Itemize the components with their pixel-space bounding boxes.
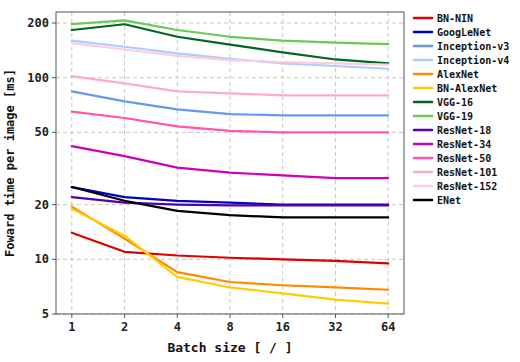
x-grid-line xyxy=(282,12,283,314)
legend-label: ResNet-50 xyxy=(437,153,491,164)
legend-swatch xyxy=(414,171,432,174)
legend-label: VGG-19 xyxy=(437,111,473,122)
series-line xyxy=(72,76,388,95)
y-tick-label: 100 xyxy=(27,71,49,85)
legend-label: Inception-v3 xyxy=(437,41,509,52)
y-tick-label: 10 xyxy=(35,252,49,266)
x-tick xyxy=(388,314,389,318)
y-tick-label: 200 xyxy=(27,16,49,30)
series-line xyxy=(72,209,388,304)
legend-label: VGG-16 xyxy=(437,97,473,108)
legend-label: ENet xyxy=(437,195,461,206)
x-grid-line xyxy=(335,12,336,314)
y-axis-label: Foward time per image [ms] xyxy=(3,69,17,257)
x-tick xyxy=(282,314,283,318)
y-tick-label: 20 xyxy=(35,198,49,212)
legend-label: ResNet-18 xyxy=(437,125,491,136)
y-tick xyxy=(52,23,56,24)
x-tick-label: 64 xyxy=(381,320,395,334)
lines xyxy=(72,20,388,303)
legend-swatch xyxy=(414,143,432,146)
legend-swatch xyxy=(414,59,432,62)
x-tick xyxy=(124,314,125,318)
x-grid-line xyxy=(124,12,125,314)
legend-swatch xyxy=(414,199,432,202)
x-tick-label: 16 xyxy=(276,320,290,334)
legend-label: BN-AlexNet xyxy=(437,83,497,94)
y-tick xyxy=(52,259,56,260)
legend-label: Inception-v4 xyxy=(437,55,509,66)
series-line xyxy=(72,146,388,178)
x-grid-line xyxy=(230,12,231,314)
legend-label: ResNet-152 xyxy=(437,181,497,192)
legend-label: AlexNet xyxy=(437,69,479,80)
series-line xyxy=(72,207,388,290)
x-tick-label: 8 xyxy=(226,320,233,334)
x-grid-line xyxy=(388,12,389,314)
x-tick-label: 32 xyxy=(328,320,342,334)
legend-swatch xyxy=(414,101,432,104)
legend-label: ResNet-34 xyxy=(437,139,491,150)
x-grid-line xyxy=(177,12,178,314)
x-tick xyxy=(71,314,72,318)
y-tick-label: 50 xyxy=(35,125,49,139)
y-tick-label: 5 xyxy=(42,307,49,321)
x-axis: 1 2 4 8 16 32 64 xyxy=(68,314,395,334)
series-line xyxy=(72,43,388,65)
y-tick xyxy=(52,204,56,205)
y-tick xyxy=(52,132,56,133)
legend-swatch xyxy=(414,31,432,34)
legend-swatch xyxy=(414,129,432,132)
x-tick xyxy=(335,314,336,318)
x-tick-label: 2 xyxy=(121,320,128,334)
x-tick-label: 1 xyxy=(68,320,75,334)
legend-swatch xyxy=(414,45,432,48)
grid xyxy=(56,12,404,314)
x-axis-label: Batch size [ / ] xyxy=(167,340,292,355)
legend-label: ResNet-101 xyxy=(437,167,497,178)
legend-swatch xyxy=(414,157,432,160)
chart: 5 10 20 50 100 200 1 2 4 8 16 32 64 Batch size [ / ] F… xyxy=(0,0,520,362)
x-tick xyxy=(230,314,231,318)
series-line xyxy=(72,20,388,44)
legend-label: BN-NIN xyxy=(437,13,473,24)
series-line xyxy=(72,112,388,133)
y-axis: 5 10 20 50 100 200 xyxy=(27,16,56,321)
legend-label: GoogLeNet xyxy=(437,27,491,38)
legend-swatch xyxy=(414,185,432,188)
legend-swatch xyxy=(414,73,432,76)
legend-swatch xyxy=(414,17,432,20)
y-tick xyxy=(52,314,56,315)
legend: BN-NIN GoogLeNet Inception-v3 Inception-v4 A… xyxy=(414,13,509,206)
series-line xyxy=(72,187,388,205)
x-tick-label: 4 xyxy=(174,320,181,334)
series-line xyxy=(72,233,388,264)
y-tick xyxy=(52,77,56,78)
x-tick xyxy=(177,314,178,318)
series-line xyxy=(72,187,388,217)
legend-swatch xyxy=(414,115,432,118)
legend-swatch xyxy=(414,87,432,90)
plot-frame xyxy=(56,12,404,314)
x-grid-line xyxy=(71,12,72,314)
